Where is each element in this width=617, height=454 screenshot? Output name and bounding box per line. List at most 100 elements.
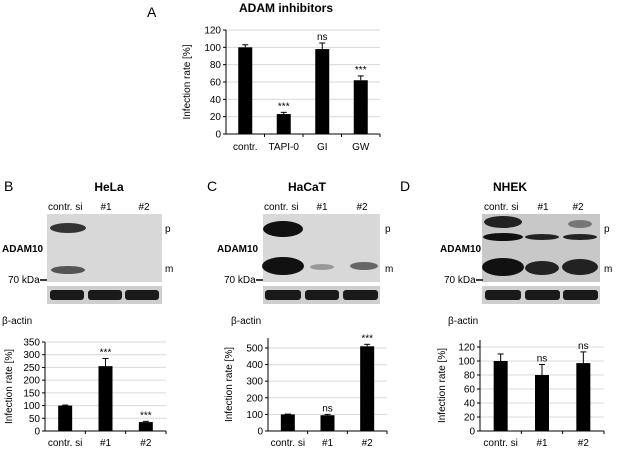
significance-label: ns xyxy=(317,32,328,43)
y-tick-label: 300 xyxy=(246,377,263,388)
category-label: #2 xyxy=(140,438,152,449)
y-tick-label: 60 xyxy=(464,385,476,396)
actin-band xyxy=(265,290,301,300)
y-tick-label: 120 xyxy=(458,343,475,354)
y-tick-label: 400 xyxy=(246,360,263,371)
band-m-label: m xyxy=(165,264,173,275)
lane-label-1: #1 xyxy=(100,202,112,213)
band-m-label: m xyxy=(604,264,612,275)
lane-label-1: #1 xyxy=(537,202,549,213)
bar xyxy=(320,415,335,431)
title-c: HaCaT xyxy=(288,180,327,194)
significance-label: ns xyxy=(322,403,333,414)
y-tick-label: 40 xyxy=(464,399,476,410)
y-tick-label: 100 xyxy=(458,357,475,368)
category-label: #2 xyxy=(362,438,374,449)
actin-band xyxy=(50,290,84,300)
y-tick-label: 80 xyxy=(464,371,476,382)
band-p xyxy=(50,223,86,233)
y-tick-label: 60 xyxy=(210,78,222,89)
significance-label: ns xyxy=(537,354,548,365)
actin-band xyxy=(305,290,339,300)
band-m xyxy=(262,257,304,275)
control-label: β-actin xyxy=(2,316,32,327)
category-label: contr. si xyxy=(48,438,82,449)
panel-letter-c: C xyxy=(207,178,217,194)
lane-label-1: #1 xyxy=(316,202,328,213)
band-p-faint xyxy=(568,220,592,228)
marker-label: 70 kDa xyxy=(8,275,40,286)
category-label: #1 xyxy=(322,438,334,449)
y-tick-label: 200 xyxy=(23,376,40,387)
blot-hacat: contr. si #1 #2 p m ADAM10 70 kDa β-acti… xyxy=(217,202,393,327)
band-m xyxy=(562,259,598,275)
actin-band xyxy=(125,290,159,300)
y-tick-label: 100 xyxy=(204,43,221,54)
category-label: #2 xyxy=(578,438,590,449)
blot-nhek: contr. si #1 #2 p m ADAM10 70 kDa β-acti… xyxy=(440,202,612,327)
category-label: contr. si xyxy=(483,438,517,449)
y-tick-label: 0 xyxy=(257,427,263,438)
actin-band xyxy=(525,290,560,300)
bar xyxy=(138,422,153,431)
band-p xyxy=(263,221,303,237)
y-tick-label: 500 xyxy=(246,343,263,354)
significance-label: *** xyxy=(278,101,290,112)
lane-label-2: #2 xyxy=(572,202,584,213)
y-tick-label: 80 xyxy=(210,60,222,71)
lane-label-contr: contr. si xyxy=(48,202,82,213)
actin-band xyxy=(485,290,521,300)
y-tick-label: 120 xyxy=(204,26,221,37)
bar xyxy=(360,346,375,431)
band-upper xyxy=(483,233,523,241)
significance-label: *** xyxy=(100,348,112,359)
band-m-faint xyxy=(310,264,334,270)
panel-letter-b: B xyxy=(4,178,13,194)
significance-label: *** xyxy=(140,410,152,421)
lane-label-contr: contr. si xyxy=(264,202,298,213)
bar xyxy=(58,405,73,431)
protein-label: ADAM10 xyxy=(2,244,44,255)
band-upper xyxy=(563,234,597,240)
band-m-label: m xyxy=(385,264,393,275)
actin-band xyxy=(88,290,122,300)
control-label: β-actin xyxy=(448,316,478,327)
protein-label: ADAM10 xyxy=(440,244,482,255)
bar xyxy=(280,414,295,431)
chart-hacat: 0 100 200 300 400 500 Infection rate [%] contr.… xyxy=(224,333,388,449)
y-tick-label: 350 xyxy=(23,338,40,349)
band-upper xyxy=(525,234,559,240)
title-a: ADAM inhibitors xyxy=(239,1,333,15)
y-tick-label: 0 xyxy=(34,427,40,438)
band-m xyxy=(51,266,85,274)
band-p-label: p xyxy=(604,224,610,235)
blot-hela: contr. si #1 #2 p m ADAM10 70 kDa β-acti… xyxy=(2,202,173,327)
lane-label-2: #2 xyxy=(356,202,368,213)
y-tick-label: 250 xyxy=(23,363,40,374)
y-tick-label: 40 xyxy=(210,95,222,106)
category-label: contr. si xyxy=(271,438,305,449)
actin-band xyxy=(343,290,378,300)
marker-label: 70 kDa xyxy=(224,275,256,286)
protein-label: ADAM10 xyxy=(217,244,259,255)
chart-adam-inhibitors: 0 20 40 60 80 100 120 Infection rate [%] contr. *… xyxy=(182,26,381,153)
y-tick-label: 20 xyxy=(210,112,222,123)
category-label: GW xyxy=(352,142,370,153)
category-label: contr. xyxy=(233,142,257,153)
y-axis-label: Infection rate [%] xyxy=(224,347,235,422)
y-tick-label: 100 xyxy=(23,401,40,412)
lane-label-2: #2 xyxy=(138,202,150,213)
y-axis-label: Infection rate [%] xyxy=(182,44,193,119)
control-label: β-actin xyxy=(231,316,261,327)
bar xyxy=(353,80,368,134)
bar xyxy=(576,363,591,431)
title-d: NHEK xyxy=(493,180,527,194)
y-axis-label: Infection rate [%] xyxy=(4,349,15,424)
y-tick-label: 100 xyxy=(246,410,263,421)
bar xyxy=(493,361,508,431)
band-p xyxy=(484,216,522,228)
bar xyxy=(98,366,113,431)
band-m-faint xyxy=(350,262,378,270)
